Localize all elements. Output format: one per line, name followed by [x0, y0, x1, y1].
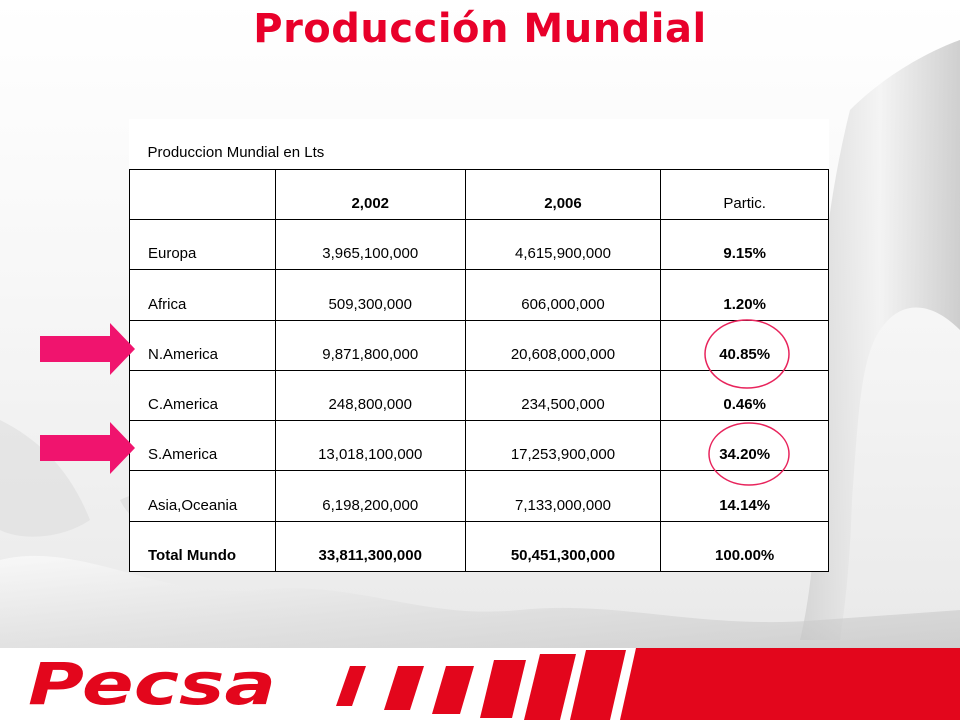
logo-stripe: [480, 660, 526, 718]
table-caption: Produccion Mundial en Lts: [129, 119, 829, 170]
table-row: C.America 248,800,000 234,500,000 0.46%: [129, 369, 829, 422]
logo-stripe: [336, 666, 366, 706]
pecsa-logo: Pecsa: [28, 650, 276, 718]
table-row: Europa 3,965,100,000 4,615,900,000 9.15%: [129, 219, 829, 271]
total-partic-cell: 100.00%: [660, 520, 829, 573]
logo-stripe: [384, 666, 424, 710]
value-2002-cell: 6,198,200,000: [274, 470, 466, 522]
partic-cell: 40.85%: [660, 319, 829, 371]
region-cell: S.America: [129, 420, 276, 472]
region-cell: Europa: [129, 219, 276, 271]
partic-cell: 9.15%: [660, 219, 829, 271]
table-row: Africa 509,300,000 606,000,000 1.20%: [129, 269, 829, 321]
arrow-right-icon: [40, 323, 135, 375]
logo-stripe: [570, 650, 626, 720]
table-caption-row: Produccion Mundial en Lts: [129, 119, 829, 170]
value-2006-cell: 234,500,000: [464, 369, 662, 422]
total-2006-cell: 50,451,300,000: [464, 520, 662, 573]
table-row: Asia,Oceania 6,198,200,000 7,133,000,000…: [129, 470, 829, 522]
value-2006-cell: 4,615,900,000: [464, 219, 662, 271]
total-2002-cell: 33,811,300,000: [274, 520, 466, 573]
region-cell: N.America: [129, 319, 276, 371]
table-total-row: Total Mundo 33,811,300,000 50,451,300,00…: [129, 520, 829, 573]
table-row: S.America 13,018,100,000 17,253,900,000 …: [129, 420, 829, 472]
partic-cell: 1.20%: [660, 269, 829, 321]
header-2002: 2,002: [274, 168, 466, 221]
partic-cell: 14.14%: [660, 470, 829, 522]
value-2006-cell: 20,608,000,000: [464, 319, 662, 371]
region-cell: Africa: [129, 269, 276, 321]
logo-stripe: [432, 666, 474, 714]
partic-cell: 34.20%: [660, 420, 829, 472]
region-cell: C.America: [129, 369, 276, 422]
value-2002-cell: 13,018,100,000: [274, 420, 466, 472]
logo-stripe: [524, 654, 576, 720]
table-header-row: 2,002 2,006 Partic.: [129, 168, 829, 221]
header-2006: 2,006: [464, 168, 662, 221]
region-cell: Asia,Oceania: [129, 470, 276, 522]
value-2006-cell: 17,253,900,000: [464, 420, 662, 472]
production-table: Produccion Mundial en Lts 2,002 2,006 Pa…: [129, 119, 829, 573]
value-2002-cell: 9,871,800,000: [274, 319, 466, 371]
value-2006-cell: 606,000,000: [464, 269, 662, 321]
header-partic: Partic.: [660, 168, 829, 221]
arrow-right-icon: [40, 422, 135, 474]
total-region-cell: Total Mundo: [129, 520, 276, 573]
logo-band: [620, 648, 960, 720]
value-2002-cell: 509,300,000: [274, 269, 466, 321]
value-2002-cell: 248,800,000: [274, 369, 466, 422]
page-title: Producción Mundial: [253, 6, 707, 52]
header-empty: [129, 168, 276, 221]
partic-cell: 0.46%: [660, 369, 829, 422]
footer-logo-band: Pecsa: [0, 648, 960, 720]
table-row: N.America 9,871,800,000 20,608,000,000 4…: [129, 319, 829, 371]
value-2006-cell: 7,133,000,000: [464, 470, 662, 522]
value-2002-cell: 3,965,100,000: [274, 219, 466, 271]
